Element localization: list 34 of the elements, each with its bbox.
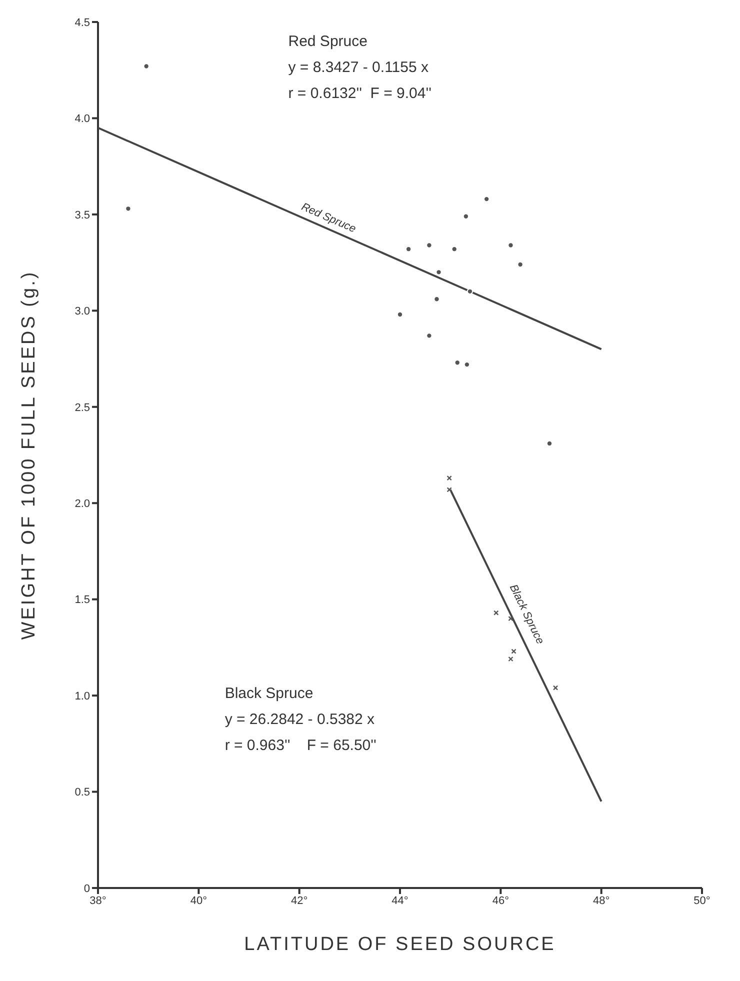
x-tick-label: 48°: [593, 894, 610, 907]
point: [396, 311, 404, 318]
y-axis-title: WEIGHT OF 1000 FULL SEEDS (g.): [18, 270, 40, 640]
y-tick-label: 3.5: [74, 209, 90, 222]
x-tick-label: 50°: [694, 894, 710, 907]
point: [517, 261, 524, 268]
point: [446, 487, 452, 492]
x-tick-label: 40°: [190, 894, 207, 907]
point: [446, 475, 452, 481]
point: [508, 616, 514, 622]
point: [552, 685, 558, 690]
x-axis-title: LATITUDE OF SEED SOURCE: [244, 934, 556, 955]
annotation: Black Spruce: [224, 685, 314, 702]
y-tick-label: 2.0: [74, 498, 90, 510]
point: [508, 656, 514, 662]
annotation: y = 8.3427 - 0.1155 x: [288, 59, 429, 76]
annotation: y = 26.2842 - 0.5382 x: [224, 711, 376, 728]
annotation: r = 0.963'' F = 65.50'': [224, 737, 377, 754]
point: [511, 648, 516, 654]
y-tick-label: 4.5: [74, 16, 90, 29]
y-tick-label: 2.5: [74, 402, 90, 414]
y-tick-label: 3.0: [74, 306, 90, 318]
y-tick-label: 0.5: [74, 786, 90, 799]
annotation: r = 0.6132'' F = 9.04'': [288, 85, 432, 102]
x-tick-label: 42°: [291, 894, 308, 907]
y-tick-label: 1.5: [74, 594, 90, 606]
point: [494, 610, 499, 616]
x-tick-label: 46°: [492, 894, 509, 907]
x-tick-label: 44°: [392, 894, 408, 907]
y-tick-label: 4.0: [74, 113, 90, 126]
x-tick-label: 38°: [90, 894, 106, 907]
y-tick-label: 1.0: [74, 690, 90, 702]
annotation: Red Spruce: [288, 33, 368, 50]
y-tick-label: 0: [84, 882, 90, 895]
